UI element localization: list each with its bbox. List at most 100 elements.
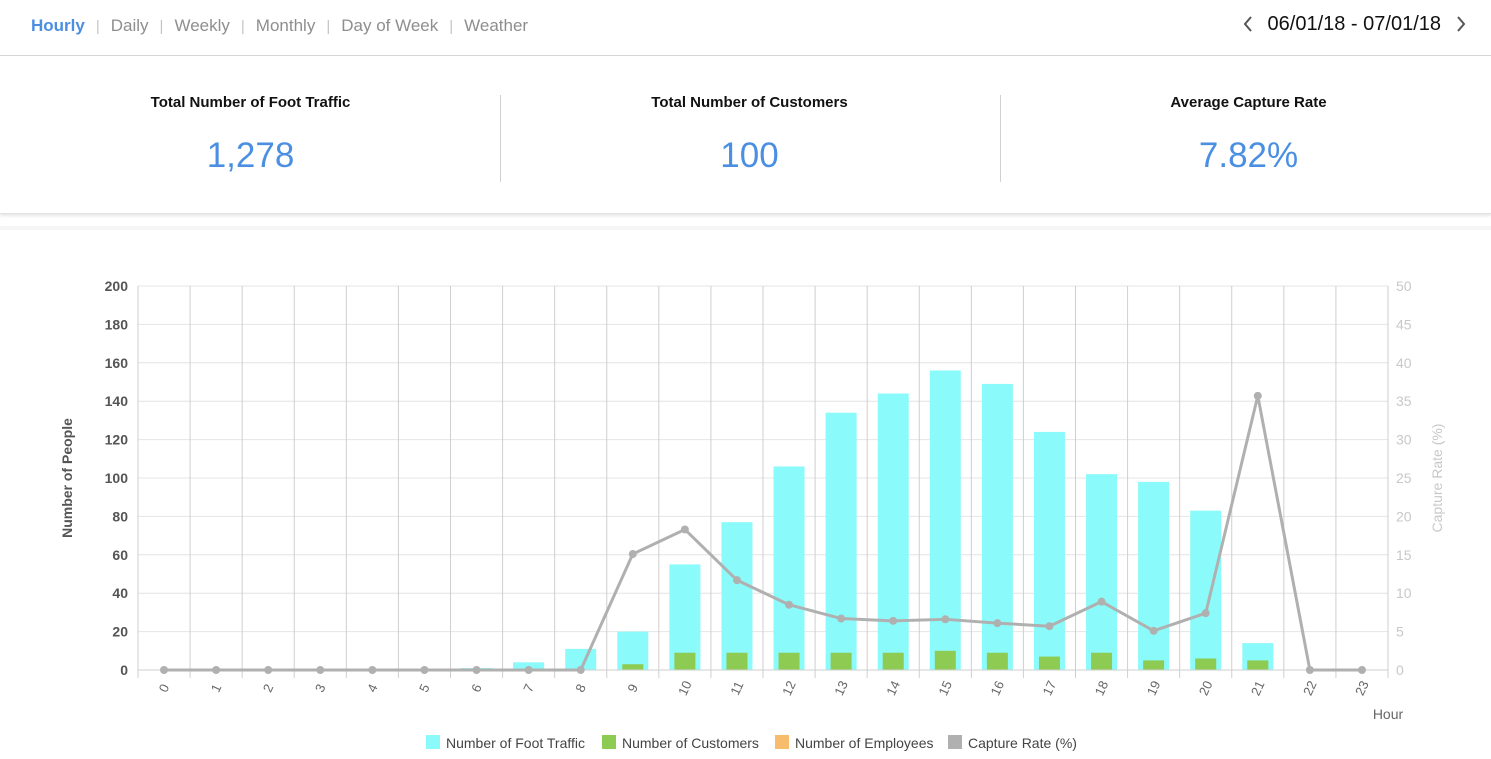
- y-tick-label: 180: [105, 316, 129, 332]
- bar-customers[interactable]: [934, 650, 956, 670]
- bar-customers[interactable]: [1038, 656, 1060, 670]
- stat-label: Average Capture Rate: [1170, 94, 1327, 111]
- bar-foot-traffic[interactable]: [1190, 510, 1222, 670]
- point-capture-rate[interactable]: [1149, 626, 1158, 635]
- stat-divider: [500, 95, 501, 182]
- bar-customers[interactable]: [726, 652, 748, 670]
- bar-customers[interactable]: [1143, 660, 1165, 670]
- point-capture-rate[interactable]: [837, 614, 846, 623]
- tab-hourly[interactable]: Hourly: [31, 16, 85, 35]
- bar-customers[interactable]: [986, 652, 1008, 670]
- tab-daily[interactable]: Daily: [110, 16, 149, 35]
- legend-label: Number of Employees: [795, 735, 934, 751]
- tab-separator: |: [159, 17, 164, 35]
- point-capture-rate[interactable]: [732, 576, 741, 585]
- y-tick-label: 60: [112, 547, 128, 563]
- bar-customers[interactable]: [830, 652, 852, 670]
- stat-customers: Total Number of Customers 100: [501, 57, 998, 214]
- x-tick-label: 4: [364, 682, 381, 695]
- legend-swatch[interactable]: [775, 735, 789, 749]
- bar-foot-traffic[interactable]: [929, 370, 961, 670]
- y2-tick-label: 20: [1396, 508, 1412, 524]
- legend-label: Number of Foot Traffic: [446, 735, 585, 751]
- y2-tick-label: 35: [1396, 393, 1412, 409]
- x-tick-label: 23: [1352, 678, 1372, 697]
- bar-foot-traffic[interactable]: [1033, 431, 1065, 670]
- point-capture-rate[interactable]: [785, 600, 794, 609]
- bar-foot-traffic[interactable]: [877, 393, 909, 670]
- bar-foot-traffic[interactable]: [825, 412, 857, 670]
- point-capture-rate[interactable]: [628, 550, 637, 559]
- point-capture-rate[interactable]: [368, 666, 377, 674]
- y-tick-label: 40: [112, 585, 128, 601]
- x-tick-label: 9: [624, 682, 641, 695]
- y2-tick-label: 5: [1396, 624, 1404, 640]
- tab-separator: |: [95, 17, 100, 35]
- bar-customers[interactable]: [1195, 658, 1217, 670]
- tab-weekly[interactable]: Weekly: [174, 16, 230, 35]
- x-tick-label: 15: [935, 678, 955, 697]
- point-capture-rate[interactable]: [1357, 666, 1366, 674]
- tab-weather[interactable]: Weather: [464, 16, 529, 35]
- bar-customers[interactable]: [674, 652, 696, 670]
- bar-foot-traffic[interactable]: [1086, 474, 1118, 670]
- bar-customers[interactable]: [1091, 652, 1113, 670]
- point-capture-rate[interactable]: [993, 619, 1002, 628]
- bar-foot-traffic[interactable]: [669, 564, 701, 670]
- point-capture-rate[interactable]: [524, 666, 533, 674]
- bar-customers[interactable]: [1247, 660, 1269, 670]
- tab-day-of-week[interactable]: Day of Week: [341, 16, 439, 35]
- summary-stats-panel: Total Number of Foot Traffic 1,278 Total…: [0, 57, 1491, 214]
- bar-customers[interactable]: [622, 664, 644, 670]
- point-capture-rate[interactable]: [1305, 666, 1314, 674]
- bar-foot-traffic[interactable]: [617, 631, 649, 670]
- point-capture-rate[interactable]: [212, 666, 221, 674]
- date-range-selector: 06/01/18 - 07/01/18: [1236, 12, 1473, 36]
- y-tick-label: 120: [105, 432, 129, 448]
- x-tick-label: 7: [520, 682, 537, 695]
- y-tick-label: 160: [105, 355, 129, 371]
- point-capture-rate[interactable]: [1045, 622, 1054, 631]
- x-tick-label: 14: [883, 678, 903, 697]
- point-capture-rate[interactable]: [264, 666, 273, 674]
- x-tick-label: 19: [1144, 678, 1164, 697]
- x-tick-label: 1: [208, 682, 225, 695]
- point-capture-rate[interactable]: [1253, 391, 1262, 400]
- y-tick-label: 140: [105, 393, 129, 409]
- bar-foot-traffic[interactable]: [721, 522, 753, 670]
- bar-customers[interactable]: [778, 652, 800, 670]
- y2-tick-label: 45: [1396, 316, 1412, 332]
- x-tick-label: 21: [1248, 678, 1268, 697]
- bar-customers[interactable]: [882, 652, 904, 670]
- tab-separator: |: [449, 17, 454, 35]
- chevron-right-icon[interactable]: [1449, 12, 1473, 36]
- point-capture-rate[interactable]: [941, 615, 950, 624]
- legend-swatch[interactable]: [948, 735, 962, 749]
- top-toolbar: Hourly | Daily | Weekly | Monthly | Day of Week |…: [0, 0, 1491, 56]
- tab-monthly[interactable]: Monthly: [255, 16, 316, 35]
- y-tick-label: 200: [105, 278, 129, 294]
- point-capture-rate[interactable]: [472, 666, 481, 674]
- tab-separator: |: [326, 17, 331, 35]
- chevron-left-icon[interactable]: [1236, 12, 1260, 36]
- stat-capture-rate: Average Capture Rate 7.82%: [1000, 57, 1491, 214]
- point-capture-rate[interactable]: [889, 616, 898, 625]
- point-capture-rate[interactable]: [576, 666, 585, 674]
- x-tick-label: 13: [831, 678, 851, 697]
- stat-divider: [1000, 95, 1001, 182]
- x-tick-label: 11: [727, 679, 746, 698]
- point-capture-rate[interactable]: [1201, 609, 1210, 618]
- tab-separator: |: [240, 17, 245, 35]
- point-capture-rate[interactable]: [1097, 597, 1106, 606]
- legend-swatch[interactable]: [426, 735, 440, 749]
- point-capture-rate[interactable]: [316, 666, 325, 674]
- stat-value: 100: [720, 136, 779, 175]
- legend-swatch[interactable]: [602, 735, 616, 749]
- bar-foot-traffic[interactable]: [773, 466, 805, 670]
- y-tick-label: 80: [112, 508, 128, 524]
- point-capture-rate[interactable]: [160, 666, 169, 674]
- point-capture-rate[interactable]: [680, 525, 689, 534]
- bar-foot-traffic[interactable]: [1138, 481, 1170, 670]
- date-range-label[interactable]: 06/01/18 - 07/01/18: [1267, 12, 1441, 35]
- point-capture-rate[interactable]: [420, 666, 429, 674]
